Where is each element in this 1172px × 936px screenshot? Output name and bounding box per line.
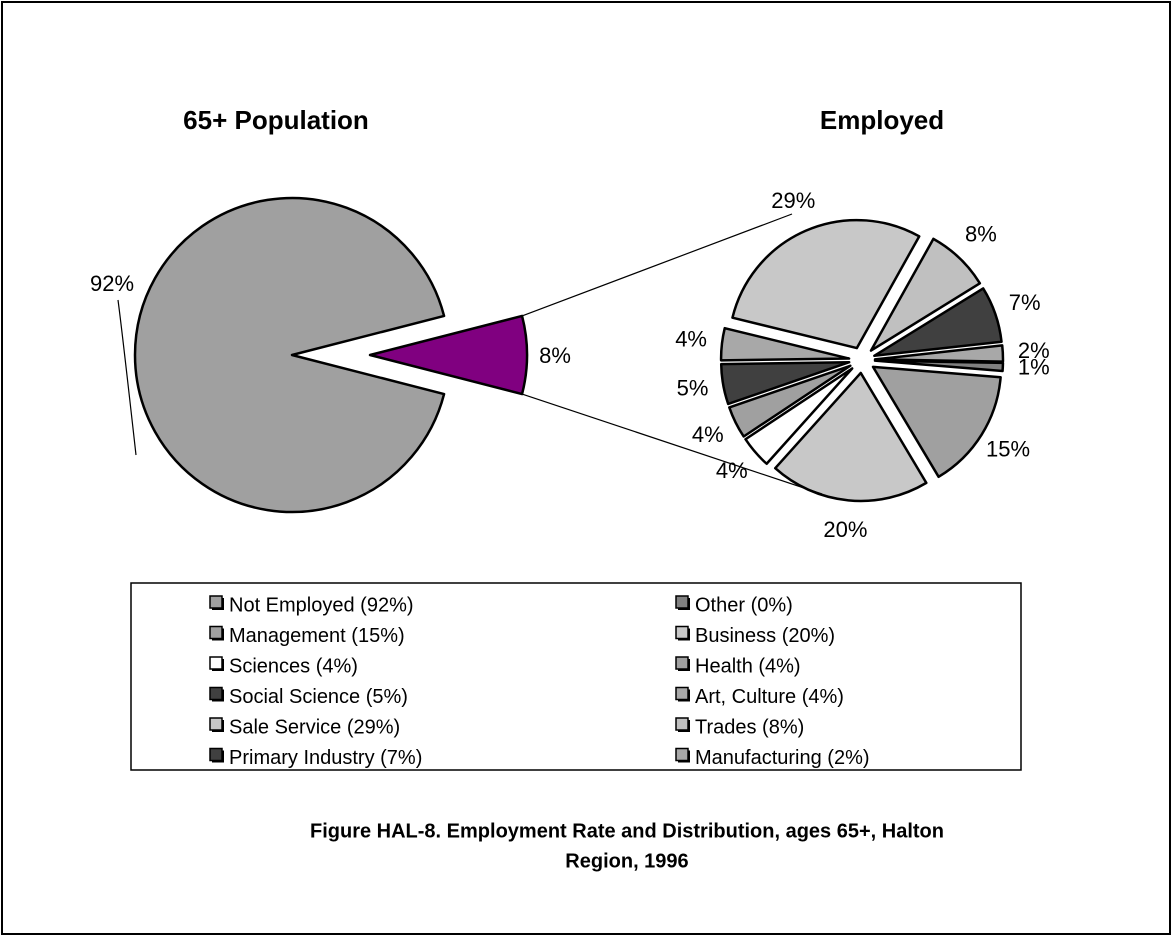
legend-label: Health (4%) [695, 655, 801, 677]
legend-label: Not Employed (92%) [229, 594, 414, 616]
legend-label: Social Science (5%) [229, 686, 408, 708]
right-pie-title: Employed [820, 105, 944, 135]
data-label: 2% [1018, 338, 1050, 363]
pie-slice [873, 287, 1003, 358]
legend-marker [675, 625, 689, 640]
leader-line [117, 299, 137, 456]
legend-label: Manufacturing (2%) [695, 747, 870, 769]
pie-slice [869, 237, 982, 352]
legend-marker [675, 717, 689, 731]
legend-marker [675, 595, 689, 609]
legend-marker [675, 656, 689, 670]
legend-marker [209, 625, 223, 640]
data-label: 5% [677, 375, 709, 400]
pie-slice [719, 360, 851, 406]
data-label: 20% [823, 517, 867, 542]
pie-slice [744, 367, 854, 466]
pie-slice [773, 371, 928, 503]
legend-box [130, 582, 1022, 771]
data-label: 29% [771, 188, 815, 213]
data-label: 8% [539, 343, 571, 368]
legend-label: Management (15%) [229, 625, 405, 647]
pie-slice [133, 196, 446, 514]
pie-slice [368, 314, 529, 396]
data-label: 15% [986, 437, 1030, 462]
left-pie-title: 65+ Population [183, 105, 369, 135]
data-label: 8% [965, 222, 997, 247]
caption-line: Region, 1996 [565, 850, 688, 872]
legend-label: Trades (8%) [695, 716, 804, 738]
pie-slice [728, 364, 852, 438]
pie-slice [731, 218, 921, 350]
legend-marker [209, 595, 223, 609]
data-label: 92% [90, 271, 134, 296]
legend-label: Other (0%) [695, 594, 793, 616]
legend-label: Sciences (4%) [229, 655, 358, 677]
legend-label: Art, Culture (4%) [695, 686, 844, 708]
legend-marker [675, 686, 689, 701]
connector-line [521, 393, 823, 495]
pie-slice [871, 365, 1002, 479]
pie-slice [873, 344, 1005, 363]
caption-line: Figure HAL-8. Employment Rate and Distri… [310, 820, 944, 842]
legend-marker [209, 747, 223, 762]
data-label: 4% [692, 422, 724, 447]
legend-marker [209, 686, 223, 701]
legend-label: Sale Service (29%) [229, 716, 400, 738]
legend-marker [209, 656, 223, 670]
connector-line [521, 213, 793, 317]
data-label: 4% [675, 326, 707, 351]
data-label: 7% [1009, 290, 1041, 315]
data-label: 4% [716, 458, 748, 483]
pie-slice [719, 326, 851, 362]
legend-label: Business (20%) [695, 625, 835, 647]
legend-marker [209, 717, 223, 731]
data-label: 1% [1018, 354, 1050, 379]
legend-marker [675, 747, 689, 762]
legend-label: Primary Industry (7%) [229, 747, 422, 769]
